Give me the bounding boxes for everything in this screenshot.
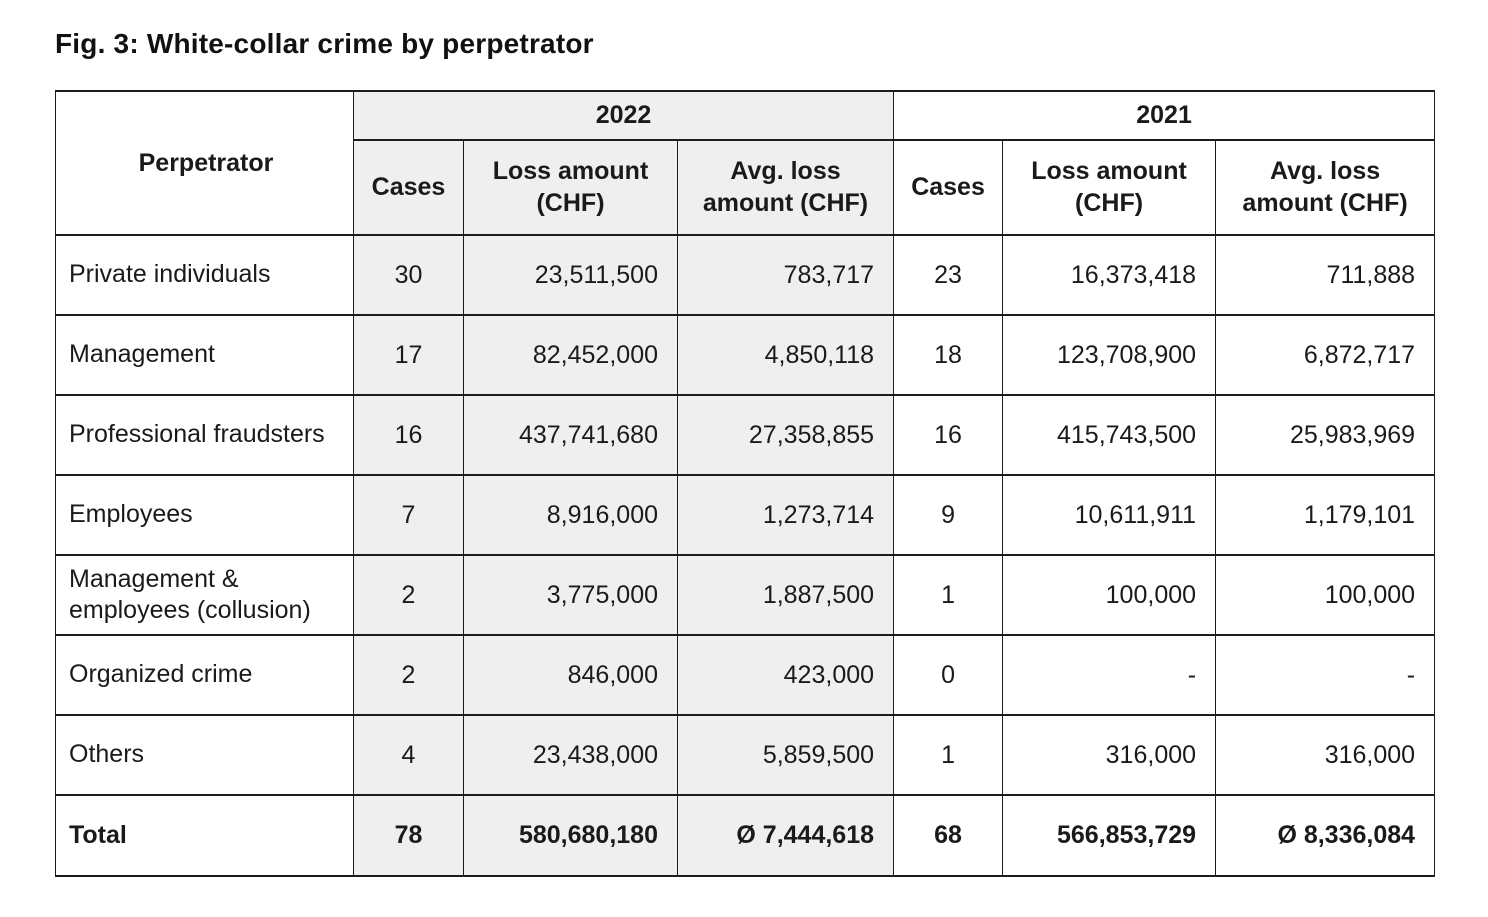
loss-2021-cell: 10,611,911	[1002, 474, 1217, 556]
avg-loss-2022-cell: 423,000	[676, 634, 895, 716]
cases-2021-cell: 9	[893, 474, 1004, 556]
avg-loss-2021-header: Avg. loss amount (CHF)	[1215, 139, 1436, 236]
cases-2021-cell: 18	[893, 314, 1004, 396]
table-row: Professional fraudsters 16 437,741,680 27,3…	[55, 394, 1436, 476]
loss-2021-cell: 123,708,900	[1002, 314, 1217, 396]
avg-loss-2022-cell: 783,717	[676, 234, 895, 316]
crime-by-perpetrator-table: Perpetrator 2022 2021 Cases Loss amount …	[55, 90, 1436, 877]
avg-loss-2022-header: Avg. loss amount (CHF)	[676, 139, 895, 236]
cases-2021-header: Cases	[893, 139, 1004, 236]
cases-2021-cell: 16	[893, 394, 1004, 476]
loss-2021-header: Loss amount (CHF)	[1002, 139, 1217, 236]
avg-loss-2021-cell: 6,872,717	[1215, 314, 1436, 396]
perpetrator-cell: Management & employees (collusion)	[55, 554, 354, 636]
loss-2022-cell: 437,741,680	[463, 394, 678, 476]
perpetrator-cell: Others	[55, 714, 354, 796]
avg-loss-2021-cell: 25,983,969	[1215, 394, 1436, 476]
cases-2022-cell: 4	[353, 714, 464, 796]
year-header-row: Perpetrator 2022 2021	[55, 90, 1436, 236]
table-row: Management & employees (collusion) 2 3,775…	[55, 554, 1436, 636]
year-header-2021: 2021	[893, 90, 1436, 141]
loss-2021-cell: 316,000	[1002, 714, 1217, 796]
perpetrator-cell: Employees	[55, 474, 354, 556]
sub-header-row: Cases Loss amount (CHF) Avg. loss amount…	[56, 139, 1436, 236]
loss-2021-cell: 415,743,500	[1002, 394, 1217, 476]
cases-2022-cell: 16	[353, 394, 464, 476]
cases-2021-cell: 23	[893, 234, 1004, 316]
loss-2022-cell: 846,000	[463, 634, 678, 716]
cases-2022-cell: 2	[353, 634, 464, 716]
year-header-2022: 2022	[352, 90, 895, 141]
avg-loss-2021-cell: 100,000	[1215, 554, 1436, 636]
perpetrator-cell: Total	[55, 794, 354, 877]
figure-title: Fig. 3: White-collar crime by perpetrato…	[55, 28, 594, 59]
cases-2022-cell: 78	[353, 794, 464, 877]
cases-2021-cell: 68	[893, 794, 1004, 877]
avg-loss-2022-cell: 1,887,500	[676, 554, 895, 636]
perpetrator-cell: Professional fraudsters	[55, 394, 354, 476]
cases-2021-cell: 1	[893, 714, 1004, 796]
table-row: Private individuals 30 23,511,500 783,717 23…	[55, 234, 1436, 316]
total-row: Total 78 580,680,180 Ø 7,444,618 68 566,853,7…	[55, 794, 1436, 877]
perpetrator-cell: Organized crime	[55, 634, 354, 716]
loss-2022-cell: 23,438,000	[463, 714, 678, 796]
cases-2022-cell: 2	[353, 554, 464, 636]
loss-2021-cell: 16,373,418	[1002, 234, 1217, 316]
avg-loss-2021-cell: 316,000	[1215, 714, 1436, 796]
loss-2022-cell: 580,680,180	[463, 794, 678, 877]
cases-2021-cell: 0	[893, 634, 1004, 716]
avg-loss-2021-cell: -	[1215, 634, 1436, 716]
loss-2022-cell: 23,511,500	[463, 234, 678, 316]
loss-2022-header: Loss amount (CHF)	[463, 139, 678, 236]
avg-loss-2021-cell: 711,888	[1215, 234, 1436, 316]
perpetrator-column-header: Perpetrator	[55, 90, 354, 236]
loss-2021-cell: 100,000	[1002, 554, 1217, 636]
cases-2022-cell: 30	[353, 234, 464, 316]
cases-2021-cell: 1	[893, 554, 1004, 636]
table-row: Others 4 23,438,000 5,859,500 1 316,000 316,00…	[55, 714, 1436, 796]
loss-2021-cell: 566,853,729	[1002, 794, 1217, 877]
loss-2021-cell: -	[1002, 634, 1217, 716]
avg-loss-2022-cell: 4,850,118	[676, 314, 895, 396]
avg-loss-2022-cell: 27,358,855	[676, 394, 895, 476]
avg-loss-2021-cell: Ø 8,336,084	[1215, 794, 1436, 877]
loss-2022-cell: 3,775,000	[463, 554, 678, 636]
table-row: Organized crime 2 846,000 423,000 0- -	[55, 634, 1436, 716]
avg-loss-2021-cell: 1,179,101	[1215, 474, 1436, 556]
cases-2022-header: Cases	[353, 139, 464, 236]
loss-2022-cell: 82,452,000	[463, 314, 678, 396]
cases-2022-cell: 7	[353, 474, 464, 556]
loss-2022-cell: 8,916,000	[463, 474, 678, 556]
avg-loss-2022-cell: 5,859,500	[676, 714, 895, 796]
avg-loss-2022-cell: Ø 7,444,618	[676, 794, 895, 877]
avg-loss-2022-cell: 1,273,714	[676, 474, 895, 556]
cases-2022-cell: 17	[353, 314, 464, 396]
table-row: Employees 7 8,916,000 1,273,714 9 10,611,911 1…	[55, 474, 1436, 556]
table-row: Management 17 82,452,000 4,850,118 18 123,708…	[55, 314, 1436, 396]
perpetrator-cell: Private individuals	[55, 234, 354, 316]
perpetrator-cell: Management	[55, 314, 354, 396]
